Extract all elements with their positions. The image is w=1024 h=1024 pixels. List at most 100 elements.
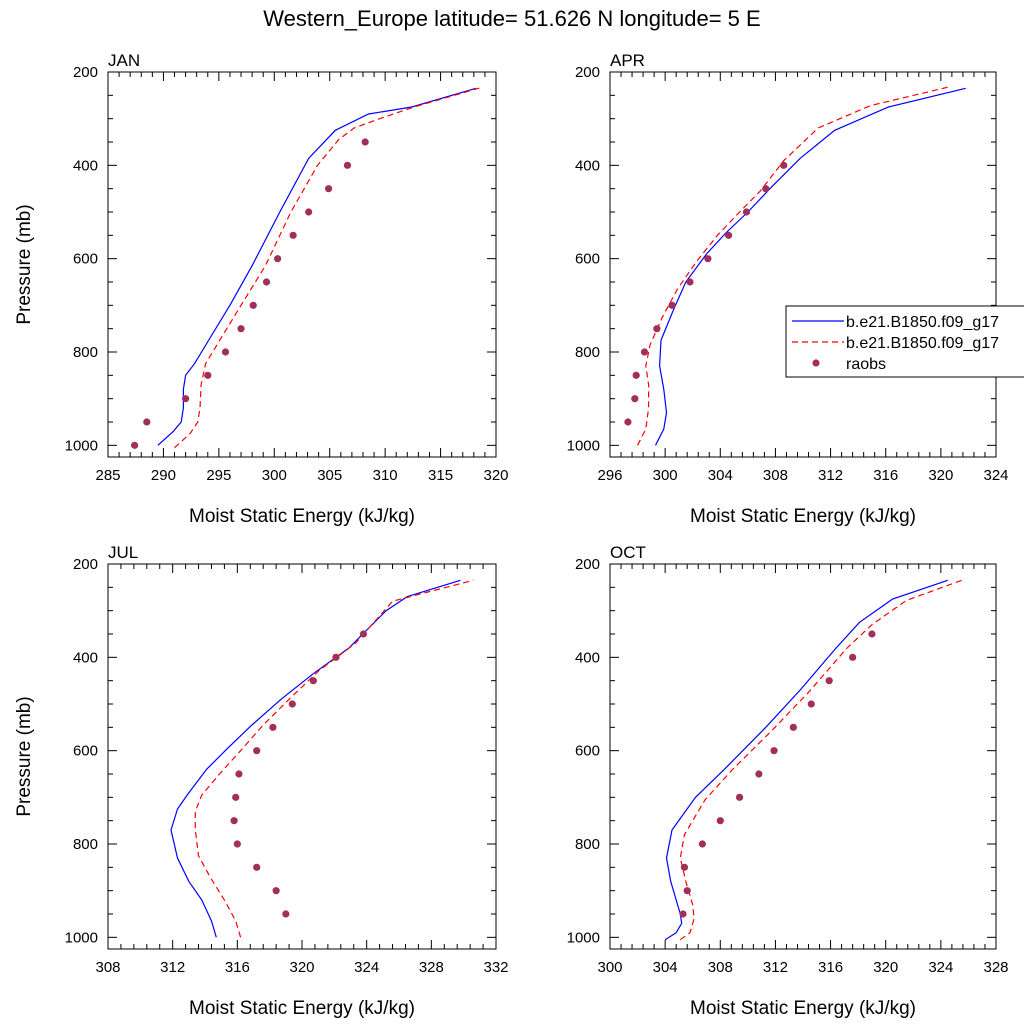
- raobs-point: [289, 231, 297, 239]
- y-tick-label: 600: [575, 743, 600, 760]
- series-line-solid: [654, 87, 966, 446]
- raobs-point: [825, 677, 833, 685]
- raobs-point: [332, 653, 340, 661]
- y-tick-label: 1000: [567, 437, 600, 454]
- raobs-point: [735, 793, 744, 801]
- raobs-point: [343, 161, 352, 169]
- raobs-point: [309, 677, 317, 685]
- y-tick-label: 600: [73, 251, 98, 268]
- raobs-point: [680, 863, 689, 871]
- legend-entry-label: b.e21.B1850.f09_g17: [846, 335, 999, 352]
- y-tick-label: 400: [73, 649, 98, 666]
- raobs-point: [789, 723, 797, 731]
- raobs-point: [868, 630, 876, 638]
- x-tick-label: 285: [95, 467, 120, 484]
- y-axis-label: Pressure (mb): [14, 204, 35, 324]
- raobs-point: [716, 817, 724, 825]
- raobs-point: [274, 255, 282, 263]
- y-tick-label: 600: [575, 251, 600, 268]
- x-tick-label: 320: [873, 959, 898, 976]
- plot-frame: [107, 563, 497, 950]
- figure-title: Western_Europe latitude= 51.626 N longit…: [263, 6, 760, 31]
- x-tick-label: 320: [928, 467, 953, 484]
- raobs-point: [624, 418, 632, 426]
- x-tick-label: 320: [289, 959, 314, 976]
- panel-label: JAN: [108, 51, 140, 70]
- x-axis-label: Moist Static Energy (kJ/kg): [690, 506, 916, 527]
- x-tick-label: 316: [873, 467, 898, 484]
- raobs-point: [668, 301, 676, 309]
- x-tick-label: 305: [317, 467, 342, 484]
- panel-label: APR: [610, 51, 645, 70]
- y-tick-label: 800: [73, 836, 98, 853]
- raobs-point: [770, 747, 778, 755]
- x-axis-label: Moist Static Energy (kJ/kg): [189, 998, 415, 1019]
- plot-frame: [609, 71, 997, 458]
- series-line-dashed: [679, 578, 965, 941]
- y-tick-label: 200: [73, 556, 98, 573]
- raobs-point: [704, 255, 712, 263]
- series-line-dashed: [174, 86, 482, 449]
- x-tick-label: 296: [597, 467, 622, 484]
- y-tick-label: 800: [575, 836, 600, 853]
- x-tick-label: 308: [95, 959, 120, 976]
- raobs-point: [762, 185, 770, 193]
- x-tick-label: 304: [708, 467, 733, 484]
- x-tick-label: 312: [160, 959, 185, 976]
- x-tick-label: 332: [483, 959, 508, 976]
- x-tick-label: 290: [151, 467, 176, 484]
- x-tick-label: 300: [653, 467, 678, 484]
- x-tick-label: 310: [373, 467, 398, 484]
- raobs-point: [653, 325, 661, 333]
- x-tick-label: 316: [225, 959, 250, 976]
- y-axis-label: Pressure (mb): [14, 696, 35, 816]
- raobs-point: [230, 817, 238, 825]
- panel-jan: JAN 285 290 295 300 305 310 315 320 200 400 600 800 1…: [14, 51, 509, 527]
- raobs-point: [305, 208, 313, 216]
- series-line-solid: [157, 87, 477, 446]
- raobs-point: [724, 231, 733, 239]
- plot-frame: [609, 563, 997, 950]
- x-tick-label: 324: [928, 959, 953, 976]
- raobs-point: [269, 723, 277, 731]
- legend-entry-label: raobs: [846, 356, 886, 373]
- y-tick-label: 1000: [65, 929, 98, 946]
- legend-entry-label: b.e21.B1850.f09_g17: [846, 314, 999, 331]
- y-tick-label: 200: [73, 64, 98, 81]
- raobs-point: [282, 910, 290, 918]
- y-tick-label: 400: [73, 157, 98, 174]
- raobs-point: [262, 278, 271, 286]
- x-tick-label: 328: [419, 959, 444, 976]
- x-tick-label: 300: [262, 467, 287, 484]
- x-axis-label: Moist Static Energy (kJ/kg): [189, 506, 415, 527]
- raobs-point: [221, 348, 230, 356]
- y-tick-label: 400: [575, 157, 600, 174]
- raobs-point: [143, 418, 151, 426]
- panel-jul: JUL 308 312 316 320 324 328 332 200 400 600 800 1000…: [14, 543, 509, 1019]
- panel-label: JUL: [108, 543, 138, 562]
- x-tick-label: 316: [818, 959, 843, 976]
- series-line-solid: [664, 579, 948, 941]
- raobs-point: [849, 653, 857, 661]
- y-tick-label: 800: [73, 344, 98, 361]
- x-tick-label: 304: [653, 959, 678, 976]
- raobs-point: [780, 161, 788, 169]
- raobs-point: [742, 208, 751, 216]
- y-tick-label: 800: [575, 344, 600, 361]
- y-tick-label: 200: [575, 556, 600, 573]
- x-tick-label: 328: [983, 959, 1008, 976]
- x-tick-label: 320: [483, 467, 508, 484]
- raobs-point: [359, 630, 368, 638]
- raobs-point: [361, 138, 369, 146]
- plot-frame: [107, 71, 497, 458]
- y-tick-label: 600: [73, 743, 98, 760]
- x-tick-label: 295: [206, 467, 231, 484]
- raobs-point: [755, 770, 763, 778]
- panel-oct: OCT 300 304 308 312 316 320 324 328 200 400 600 800 1…: [567, 543, 1009, 1019]
- legend-marker-dot: [812, 359, 820, 367]
- raobs-point: [235, 770, 243, 778]
- panels: JAN 285 290 295 300 305 310 315 320 200 400 600 800 1…: [14, 51, 1009, 1019]
- raobs-point: [640, 348, 649, 356]
- series-line-dashed: [194, 579, 474, 938]
